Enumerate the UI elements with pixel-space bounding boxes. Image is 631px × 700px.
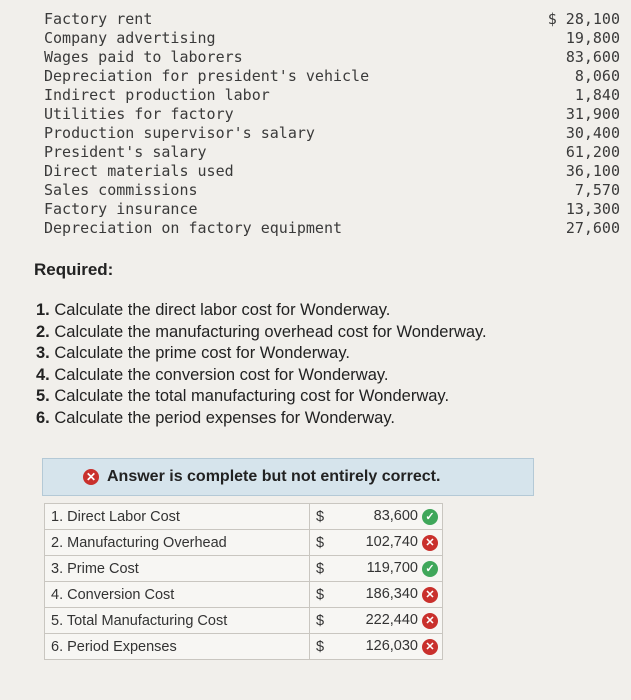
x-mark-icon: ✕ [422, 586, 438, 603]
answer-amount-cell[interactable]: 119,700 ✓ [332, 555, 443, 582]
answer-status-text: Answer is complete but not entirely corr… [107, 468, 441, 485]
answer-label: 4. Conversion Cost [44, 581, 310, 608]
question-text: Calculate the manufacturing overhead cos… [54, 322, 487, 341]
cost-item-label: Depreciation for president's vehicle [44, 67, 370, 85]
x-circle-icon: ✕ [83, 469, 99, 485]
table-row: 2. Manufacturing Overhead $ 102,740 ✕ [44, 529, 443, 556]
answer-amount-cell[interactable]: 102,740 ✕ [332, 529, 443, 556]
cost-item-label: Wages paid to laborers [44, 48, 243, 66]
cost-item-label: Company advertising [44, 29, 216, 47]
answer-label: 2. Manufacturing Overhead [44, 529, 310, 556]
x-mark-icon: ✕ [422, 534, 438, 551]
table-row: 1. Direct Labor Cost $ 83,600 ✓ [44, 503, 443, 530]
cost-item-row: Sales commissions 7,570 [44, 181, 624, 200]
answer-status-banner: ✕ Answer is complete but not entirely co… [42, 458, 534, 496]
cost-item-label: Direct materials used [44, 162, 234, 180]
question-item: 4. Calculate the conversion cost for Won… [36, 365, 487, 387]
cost-item-value: 31,900 [565, 105, 620, 123]
question-item: 6. Calculate the period expenses for Won… [36, 408, 487, 430]
cost-item-label: Factory insurance [44, 200, 198, 218]
cost-item-label: Sales commissions [44, 181, 198, 199]
cost-item-value: 27,600 [565, 219, 620, 237]
x-mark-icon: ✕ [422, 612, 438, 629]
cost-item-row: Utilities for factory 31,900 [44, 105, 624, 124]
table-row: 4. Conversion Cost $ 186,340 ✕ [44, 581, 443, 608]
cost-item-value: $ 28,100 [547, 10, 620, 28]
required-questions: 1. Calculate the direct labor cost for W… [36, 300, 487, 429]
cost-item-row: Factory insurance 13,300 [44, 200, 624, 219]
cost-item-value: 19,800 [565, 29, 620, 47]
answer-label: 3. Prime Cost [44, 555, 310, 582]
question-number: 4. [36, 365, 50, 384]
cost-item-row: Depreciation for president's vehicle 8,0… [44, 67, 624, 86]
answer-currency: $ [309, 503, 332, 530]
cost-item-value: 61,200 [565, 143, 620, 161]
answer-amount-cell[interactable]: 222,440 ✕ [332, 607, 443, 634]
cost-item-label: Depreciation on factory equipment [44, 219, 343, 237]
cost-item-label: Indirect production labor [44, 86, 270, 104]
question-text: Calculate the conversion cost for Wonder… [54, 365, 389, 384]
answer-label: 1. Direct Labor Cost [44, 503, 310, 530]
question-number: 5. [36, 387, 50, 405]
cost-item-label: Utilities for factory [44, 105, 234, 123]
answer-amount: 102,740 [365, 534, 418, 551]
question-number: 1. [36, 301, 50, 319]
answer-currency: $ [309, 633, 332, 660]
cost-item-row: Wages paid to laborers 83,600 [44, 48, 624, 67]
cost-item-label: President's salary [44, 143, 207, 161]
answer-amount-cell[interactable]: 186,340 ✕ [332, 581, 443, 608]
cost-item-label: Factory rent [44, 10, 153, 28]
answer-amount: 222,440 [365, 612, 418, 629]
answer-currency: $ [309, 555, 332, 582]
cost-item-row: Production supervisor's salary 30,400 [44, 124, 624, 143]
question-item: 1. Calculate the direct labor cost for W… [36, 300, 487, 322]
answer-label: 6. Period Expenses [44, 633, 310, 660]
cost-item-value: 8,060 [574, 67, 620, 85]
cost-item-value: 30,400 [565, 124, 620, 142]
x-mark-icon: ✕ [422, 638, 438, 655]
answer-amount-cell[interactable]: 83,600 ✓ [332, 503, 443, 530]
cost-item-row: Direct materials used 36,100 [44, 162, 624, 181]
answer-table: 1. Direct Labor Cost $ 83,600 ✓ 2. Manufa… [44, 503, 443, 660]
question-number: 3. [36, 344, 50, 362]
cost-item-label: Production supervisor's salary [44, 124, 315, 142]
cost-item-row: Company advertising 19,800 [44, 29, 624, 48]
answer-amount-cell[interactable]: 126,030 ✕ [332, 633, 443, 660]
check-icon: ✓ [422, 508, 438, 525]
question-text: Calculate the period expenses for Wonder… [54, 408, 395, 427]
answer-label: 5. Total Manufacturing Cost [44, 607, 310, 634]
required-heading: Required: [34, 260, 114, 279]
cost-item-value: 36,100 [565, 162, 620, 180]
cost-item-value: 1,840 [574, 86, 620, 104]
table-row: 3. Prime Cost $ 119,700 ✓ [44, 555, 443, 582]
answer-amount: 126,030 [365, 638, 418, 655]
answer-amount: 119,700 [366, 560, 418, 577]
cost-item-row: Factory rent $ 28,100 [44, 10, 624, 29]
answer-currency: $ [309, 607, 332, 634]
question-item: 2. Calculate the manufacturing overhead … [36, 322, 487, 344]
cost-item-row: Depreciation on factory equipment 27,600 [44, 219, 624, 238]
question-item: 3. Calculate the prime cost for Wonderwa… [36, 343, 487, 365]
question-number: 2. [36, 322, 50, 341]
question-item: 5. Calculate the total manufacturing cos… [36, 386, 487, 408]
answer-currency: $ [309, 529, 332, 556]
answer-amount: 83,600 [373, 508, 418, 525]
question-text: Calculate the prime cost for Wonderway. [54, 344, 350, 362]
cost-items-list: Factory rent $ 28,100 Company advertisin… [44, 10, 624, 238]
table-row: 5. Total Manufacturing Cost $ 222,440 ✕ [44, 607, 443, 634]
cost-item-row: Indirect production labor 1,840 [44, 86, 624, 105]
cost-item-row: President's salary 61,200 [44, 143, 624, 162]
table-row: 6. Period Expenses $ 126,030 ✕ [44, 633, 443, 660]
cost-item-value: 83,600 [565, 48, 620, 66]
question-text: Calculate the direct labor cost for Wond… [54, 301, 391, 319]
check-icon: ✓ [422, 560, 438, 577]
question-text: Calculate the total manufacturing cost f… [54, 387, 450, 405]
answer-currency: $ [309, 581, 332, 608]
cost-item-value: 7,570 [574, 181, 620, 199]
question-number: 6. [36, 408, 50, 427]
cost-item-value: 13,300 [565, 200, 620, 218]
answer-amount: 186,340 [365, 586, 418, 603]
